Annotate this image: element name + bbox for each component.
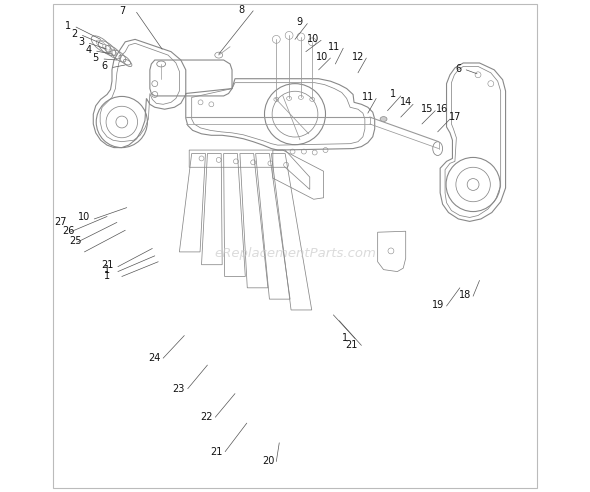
Text: 15: 15 — [421, 104, 433, 114]
Text: 6: 6 — [455, 64, 461, 74]
Text: 16: 16 — [435, 104, 448, 114]
Text: 1: 1 — [65, 21, 71, 31]
Text: 26: 26 — [63, 226, 75, 236]
Text: 10: 10 — [316, 52, 329, 62]
Text: 11: 11 — [328, 42, 340, 52]
Text: 1: 1 — [104, 271, 110, 280]
Text: eReplacementParts.com: eReplacementParts.com — [214, 247, 376, 260]
Text: 20: 20 — [262, 457, 274, 466]
Text: 10: 10 — [78, 213, 90, 222]
Text: 21: 21 — [345, 340, 358, 350]
Text: 21: 21 — [210, 447, 222, 457]
Text: 1: 1 — [342, 334, 348, 343]
Text: 3: 3 — [78, 37, 84, 47]
Text: 25: 25 — [69, 236, 82, 246]
Text: 6: 6 — [101, 62, 107, 71]
Ellipse shape — [380, 117, 387, 122]
Text: 11: 11 — [362, 92, 374, 102]
Text: 12: 12 — [352, 52, 364, 62]
Text: 2: 2 — [71, 30, 78, 39]
Text: 23: 23 — [173, 384, 185, 394]
Text: 14: 14 — [399, 97, 412, 107]
Text: 19: 19 — [432, 300, 444, 310]
Text: 10: 10 — [307, 34, 319, 44]
Text: 5: 5 — [93, 53, 99, 63]
Text: 27: 27 — [54, 217, 67, 227]
Text: 24: 24 — [148, 353, 160, 363]
Text: 1: 1 — [104, 265, 110, 275]
Text: 1: 1 — [391, 90, 396, 99]
Text: 18: 18 — [458, 290, 471, 300]
Text: 17: 17 — [449, 112, 461, 122]
Text: 8: 8 — [239, 5, 245, 15]
Text: 21: 21 — [101, 260, 113, 270]
Text: 22: 22 — [200, 412, 212, 422]
Text: 4: 4 — [86, 45, 91, 55]
Text: 7: 7 — [119, 6, 125, 16]
Text: 9: 9 — [297, 17, 303, 27]
